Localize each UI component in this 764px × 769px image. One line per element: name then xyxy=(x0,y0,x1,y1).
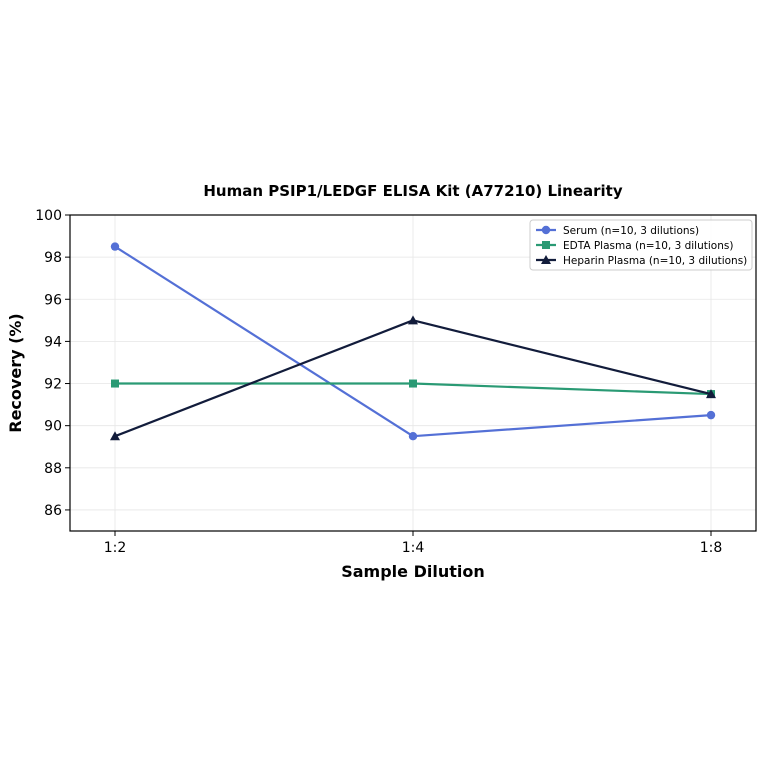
x-axis-label: Sample Dilution xyxy=(341,562,485,581)
series-2 xyxy=(110,315,716,441)
data-point xyxy=(408,315,418,325)
y-tick-label: 100 xyxy=(35,208,62,224)
y-tick-label: 98 xyxy=(44,250,62,266)
legend-label: Serum (n=10, 3 dilutions) xyxy=(563,225,699,237)
x-tick-label: 1:4 xyxy=(402,540,425,556)
data-point xyxy=(110,242,120,251)
y-tick-label: 86 xyxy=(44,503,62,519)
y-tick-label: 94 xyxy=(44,334,62,350)
chart-title: Human PSIP1/LEDGF ELISA Kit (A77210) Lin… xyxy=(203,182,622,200)
legend-box xyxy=(529,219,753,271)
legend-item: Heparin Plasma (n=10, 3 dilutions) xyxy=(536,255,747,267)
x-tick-label: 1:2 xyxy=(104,540,127,556)
data-point xyxy=(706,410,716,420)
series-lines xyxy=(110,242,716,441)
y-tick-label: 96 xyxy=(44,292,62,308)
data-point xyxy=(706,389,716,399)
legend-marker xyxy=(542,241,550,249)
legend-item: Serum (n=10, 3 dilutions) xyxy=(536,225,699,237)
data-point xyxy=(409,379,417,388)
legend-item: EDTA Plasma (n=10, 3 dilutions) xyxy=(536,240,733,252)
y-tick-label: 92 xyxy=(44,377,62,393)
data-point xyxy=(110,431,120,441)
series-0 xyxy=(110,242,716,441)
data-point xyxy=(111,379,119,388)
legend-marker xyxy=(541,225,551,235)
legend-marker xyxy=(541,255,551,264)
axes: 86 88 90 92 94 96 98 100 1:2 1:4 1:8 xyxy=(35,208,722,556)
x-tick-label: 1:8 xyxy=(700,540,723,556)
legend-label: Heparin Plasma (n=10, 3 dilutions) xyxy=(563,255,747,267)
plot-frame xyxy=(69,214,757,532)
legend: Serum (n=10, 3 dilutions) EDTA Plasma (n=… xyxy=(529,219,753,271)
y-tick-label: 90 xyxy=(44,419,62,435)
y-axis-label: Recovery (%) xyxy=(6,313,25,432)
y-tick-label: 88 xyxy=(44,461,62,477)
legend-label: EDTA Plasma (n=10, 3 dilutions) xyxy=(563,240,733,252)
data-point xyxy=(408,432,418,441)
